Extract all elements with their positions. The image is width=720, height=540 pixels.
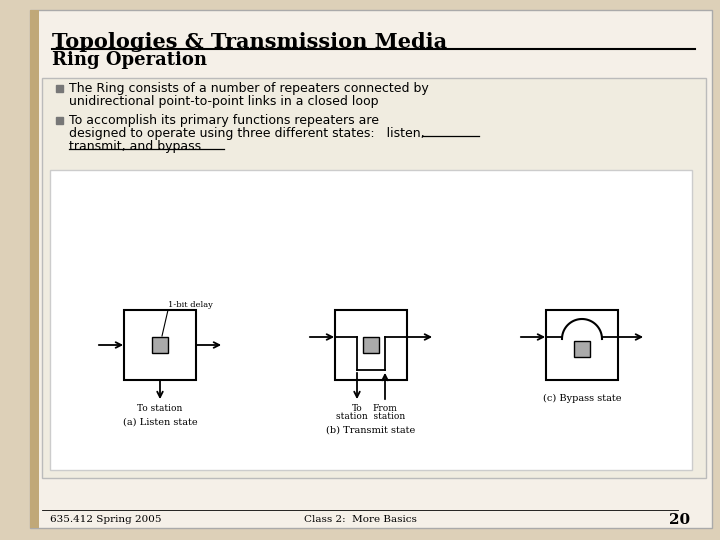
- Text: To station: To station: [138, 404, 183, 413]
- Text: 635.412 Spring 2005: 635.412 Spring 2005: [50, 516, 161, 524]
- Bar: [546, 310, 618, 380]
- Text: Topologies & Transmission Media: Topologies & Transmission Media: [52, 32, 447, 52]
- Bar: [363, 337, 379, 353]
- Bar: [56, 85, 63, 92]
- Bar: [56, 117, 63, 124]
- Text: station  station: station station: [336, 412, 405, 421]
- Text: To: To: [351, 404, 362, 413]
- Text: From: From: [372, 404, 397, 413]
- Bar: [574, 341, 590, 357]
- Bar: [152, 337, 168, 353]
- Bar: [335, 310, 407, 380]
- Text: To accomplish its primary functions repeaters are: To accomplish its primary functions repe…: [69, 114, 379, 127]
- Text: designed to operate using three different states:   listen,: designed to operate using three differen…: [69, 127, 425, 140]
- Bar: [124, 310, 196, 380]
- Text: transmit, and bypass: transmit, and bypass: [69, 140, 201, 153]
- Bar: [50, 170, 692, 470]
- Text: Ring Operation: Ring Operation: [52, 51, 207, 69]
- Text: (b) Transmit state: (b) Transmit state: [326, 426, 415, 435]
- Text: (c) Bypass state: (c) Bypass state: [543, 394, 621, 403]
- Bar: [30, 10, 39, 528]
- Text: The Ring consists of a number of repeaters connected by: The Ring consists of a number of repeate…: [69, 82, 428, 95]
- Bar: [42, 78, 706, 478]
- Text: 20: 20: [669, 513, 690, 527]
- Text: (a) Listen state: (a) Listen state: [122, 418, 197, 427]
- Text: 1-bit delay: 1-bit delay: [168, 301, 213, 309]
- Text: unidirectional point-to-point links in a closed loop: unidirectional point-to-point links in a…: [69, 95, 379, 108]
- Text: Class 2:  More Basics: Class 2: More Basics: [304, 516, 416, 524]
